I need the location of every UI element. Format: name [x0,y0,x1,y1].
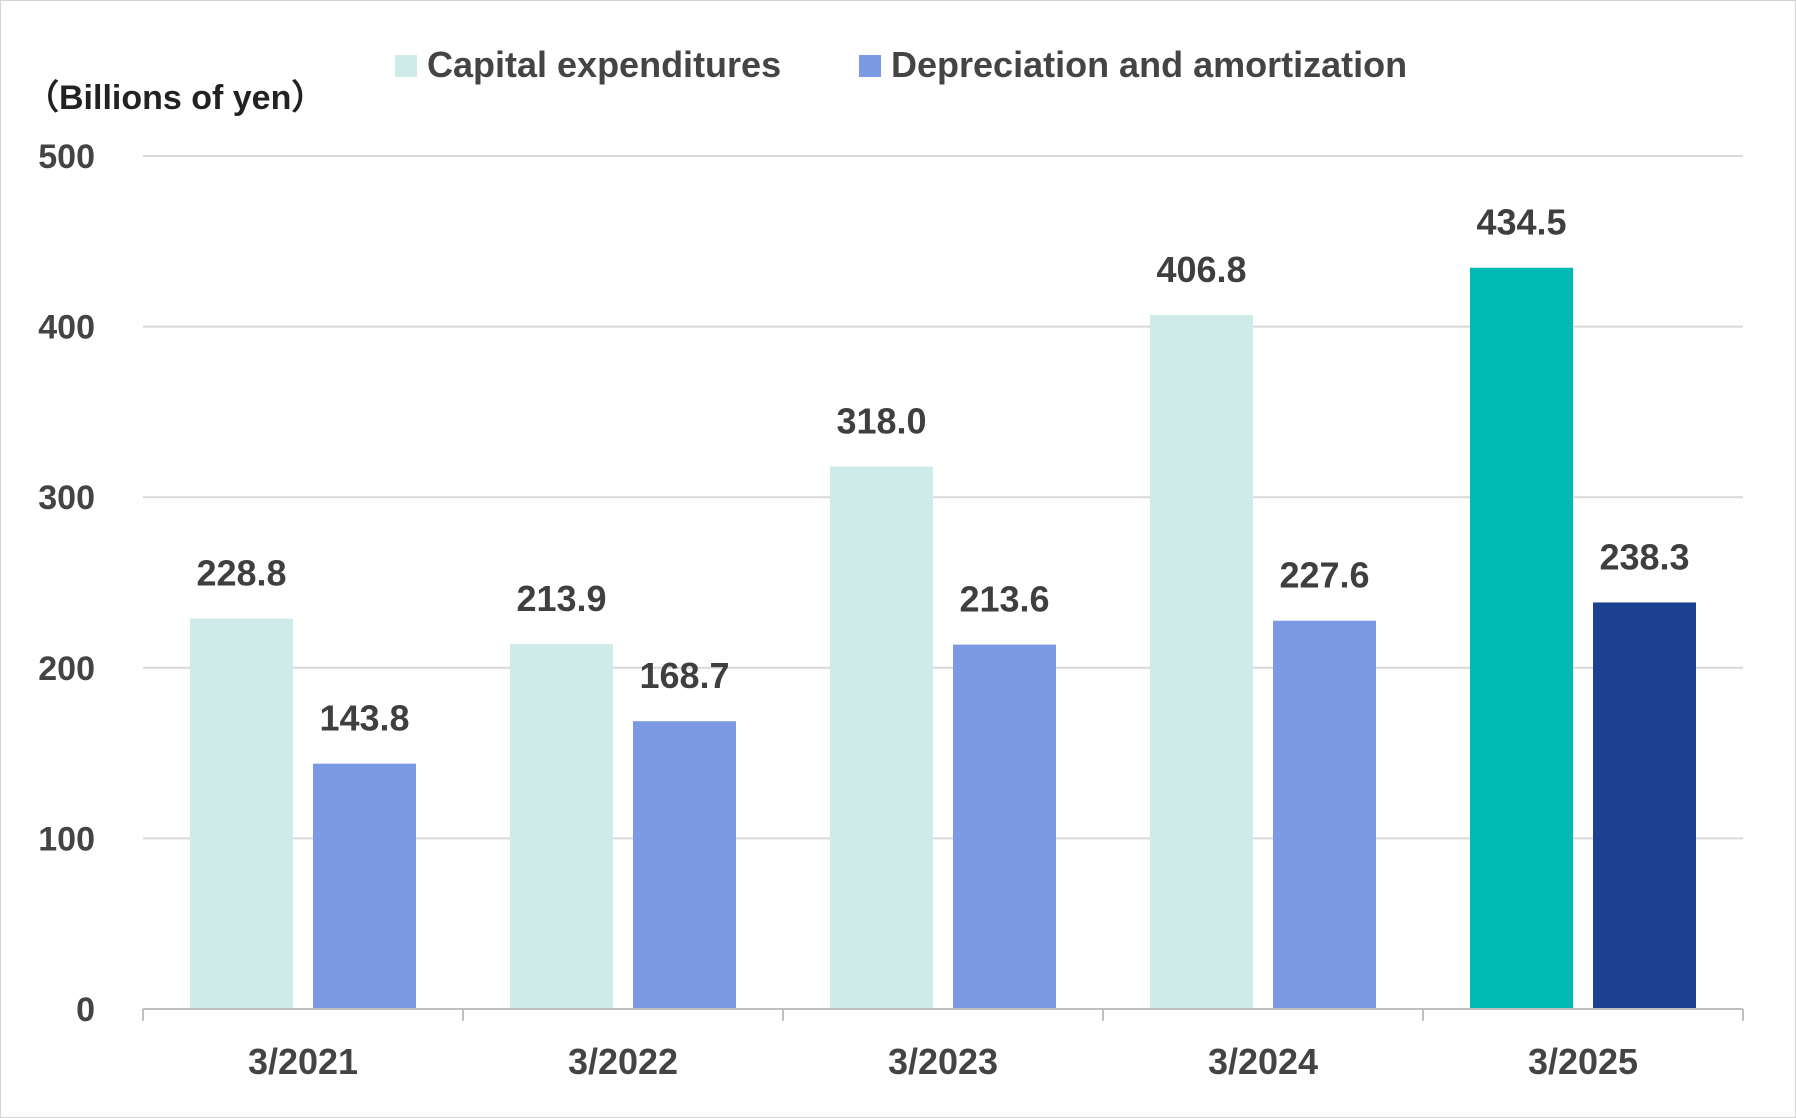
data-label-depreciation-and-amortization-3-2024: 227.6 [1279,555,1369,596]
bar-capital-expenditures-3-2024 [1150,314,1253,1009]
data-label-capital-expenditures-3-2023: 318.0 [836,400,926,441]
x-tick-label-3-2024: 3/2024 [1208,1041,1318,1082]
y-axis-unit-label: （Billions of yen） [25,78,325,117]
legend-swatch-capital-expenditures [395,55,417,77]
data-label-depreciation-and-amortization-3-2023: 213.6 [959,579,1049,620]
data-labels: 228.8 143.8 213.9 168.7 318.0 213.6 406.8 227.6… [196,202,1689,739]
legend: Capital expenditures Depreciation and am… [395,44,1407,85]
bar-depreciation-and-amortization-3-2022 [633,721,736,1009]
legend-swatch-depreciation-and-amortization [859,55,881,77]
y-tick-label-200: 200 [38,650,95,688]
axes: 0 100 200 300 400 500 3/2021 3/2022 3/2023 3/2024… [38,138,1744,1082]
bar-capital-expenditures-3-2022 [510,644,613,1009]
data-label-capital-expenditures-3-2025: 434.5 [1476,202,1566,243]
x-tick-label-3-2025: 3/2025 [1528,1041,1638,1082]
x-tick-label-3-2022: 3/2022 [568,1041,678,1082]
data-label-capital-expenditures-3-2021: 228.8 [196,553,286,594]
legend-label-depreciation-and-amortization: Depreciation and amortization [891,44,1407,85]
bar-capital-expenditures-3-2023 [830,466,933,1009]
data-label-depreciation-and-amortization-3-2022: 168.7 [639,655,729,696]
y-tick-label-500: 500 [38,138,95,176]
y-tick-label-100: 100 [38,820,95,858]
y-tick-label-300: 300 [38,479,95,517]
bar-depreciation-and-amortization-3-2024 [1273,620,1376,1009]
data-label-depreciation-and-amortization-3-2021: 143.8 [319,698,409,739]
bar-depreciation-and-amortization-3-2025 [1593,602,1696,1009]
data-label-capital-expenditures-3-2024: 406.8 [1156,249,1246,290]
x-tick-label-3-2021: 3/2021 [248,1041,358,1082]
bar-depreciation-and-amortization-3-2021 [313,763,416,1009]
x-tick-label-3-2023: 3/2023 [888,1041,998,1082]
data-label-depreciation-and-amortization-3-2025: 238.3 [1599,536,1689,577]
bar-capital-expenditures-3-2025 [1470,267,1573,1009]
bars [190,267,1696,1009]
data-label-capital-expenditures-3-2022: 213.9 [516,578,606,619]
bar-capital-expenditures-3-2021 [190,618,293,1009]
legend-label-capital-expenditures: Capital expenditures [427,44,781,85]
bar-depreciation-and-amortization-3-2023 [953,644,1056,1009]
y-tick-label-0: 0 [76,991,95,1029]
y-tick-label-400: 400 [38,309,95,347]
